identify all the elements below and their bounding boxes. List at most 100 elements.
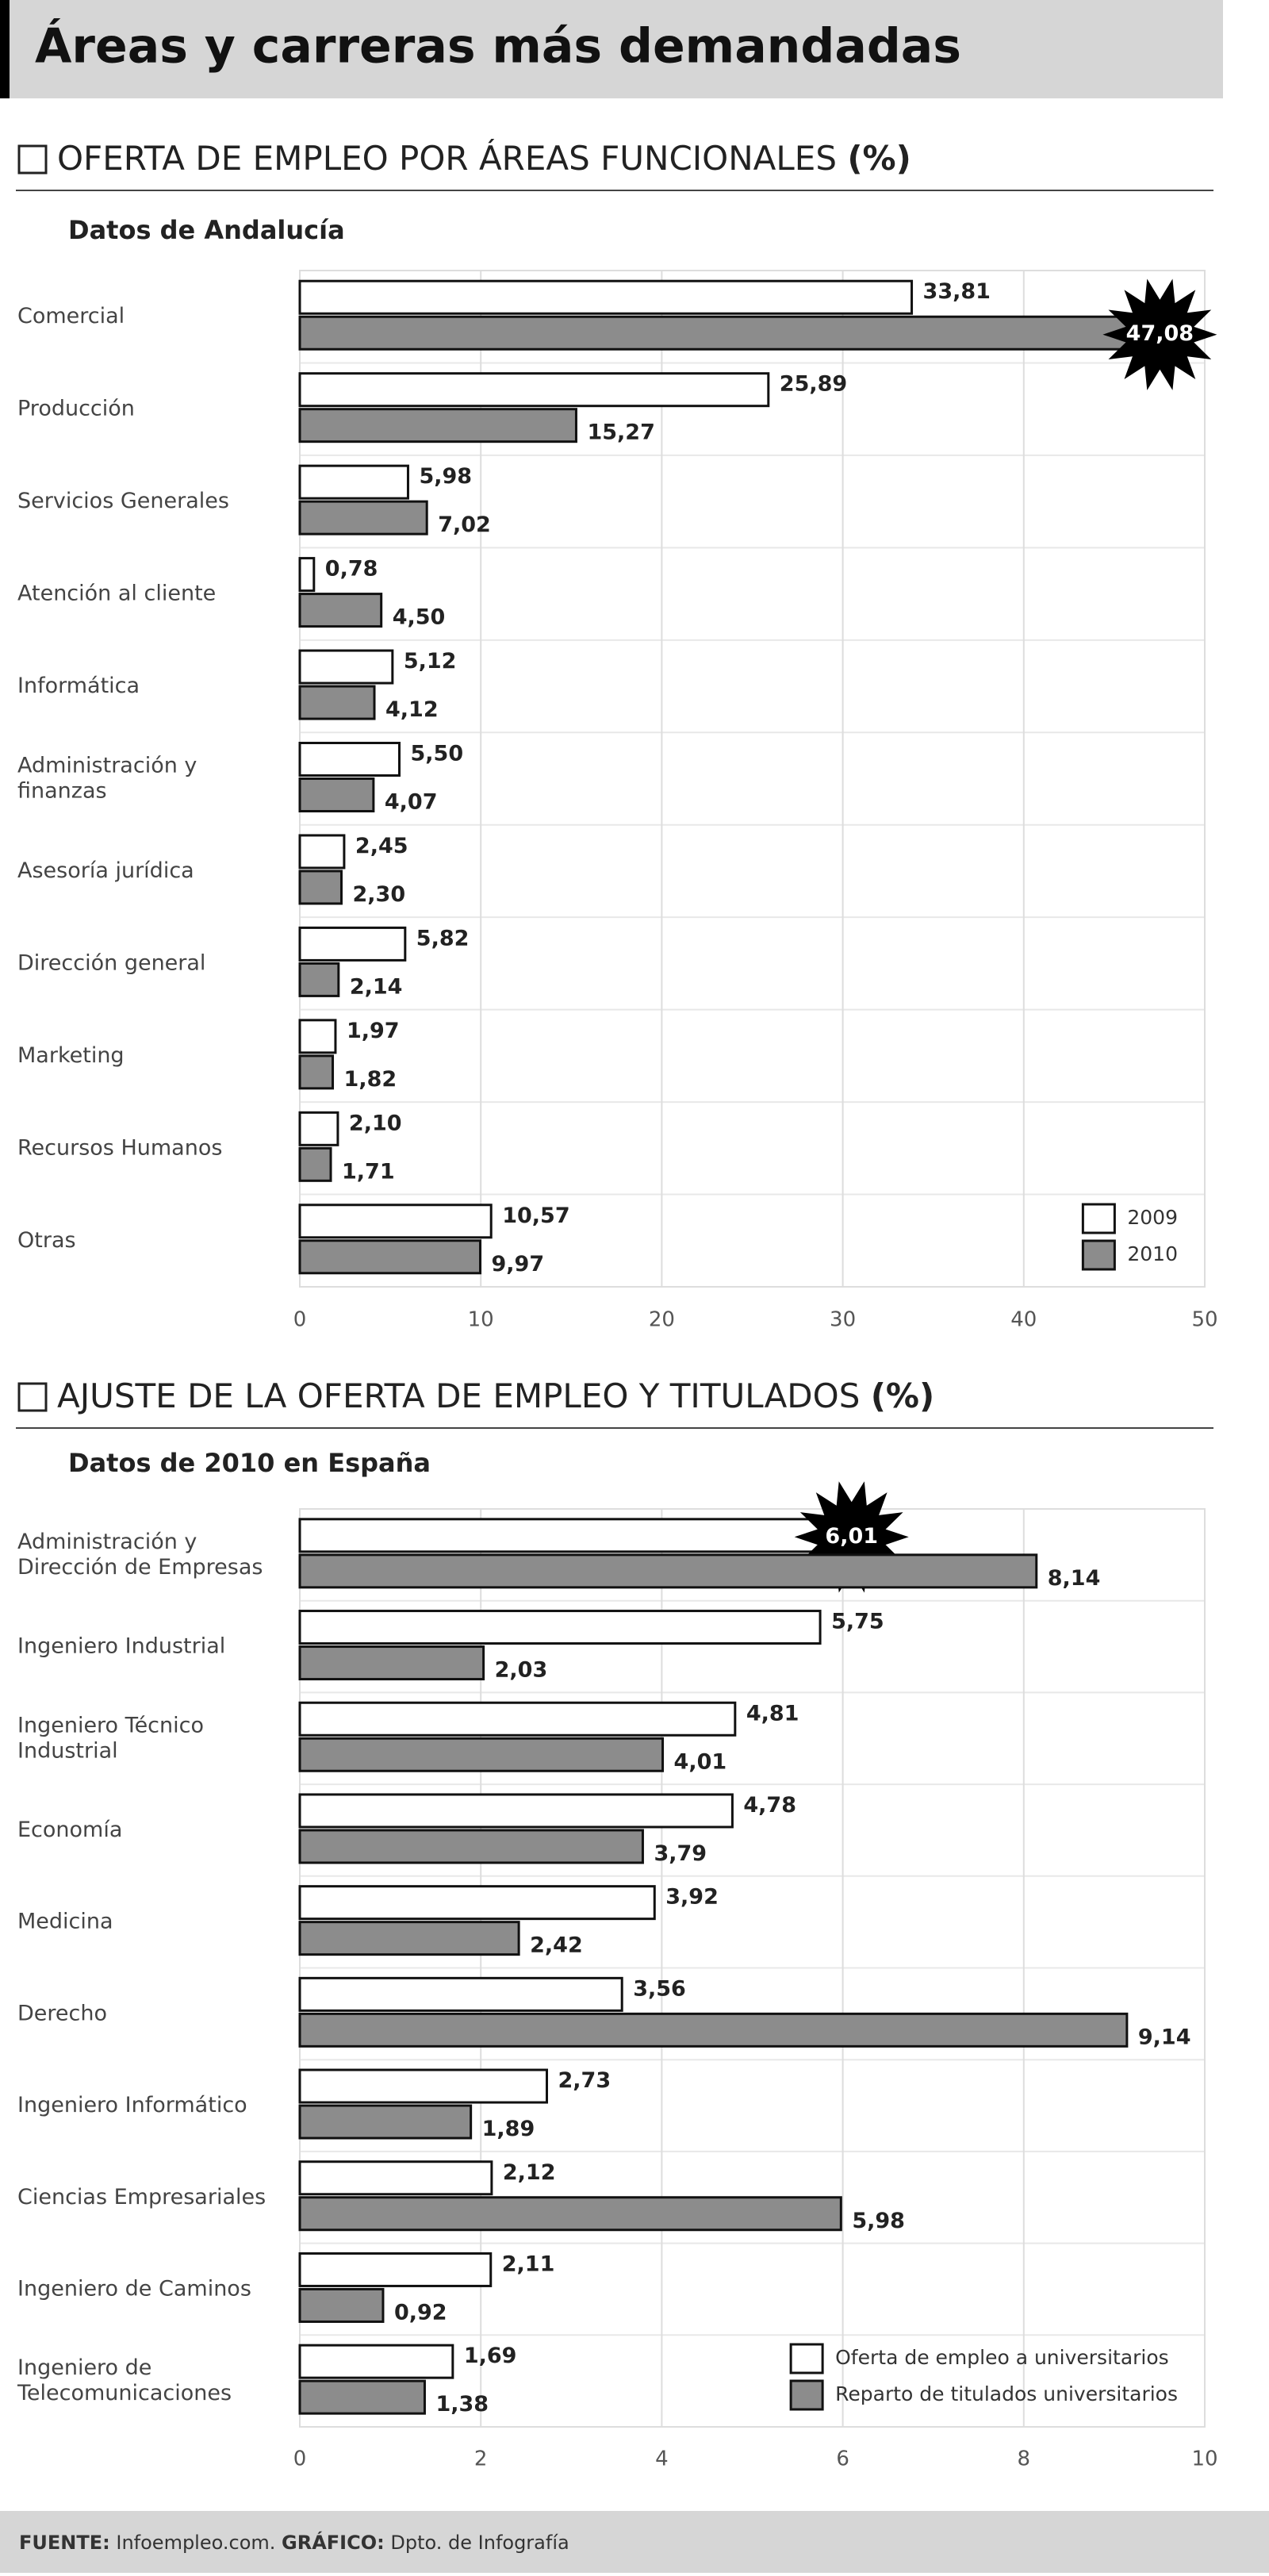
bar <box>298 2287 385 2323</box>
chart-unit: (%) <box>871 1376 934 1415</box>
bar <box>298 2104 473 2140</box>
value-label: 25,89 <box>780 372 847 397</box>
bar <box>298 2068 548 2104</box>
chart-subtitle: Datos de 2010 en España <box>68 1448 431 1478</box>
chart-title-text: AJUSTE DE LA OFERTA DE EMPLEO Y TITULADO… <box>57 1376 860 1415</box>
value-label: 2,11 <box>502 2252 555 2276</box>
value-label: 2,45 <box>355 834 408 858</box>
category-label: Otras <box>17 1227 76 1252</box>
category-label: Recursos Humanos <box>17 1135 222 1160</box>
bar <box>298 1701 737 1737</box>
value-label: 4,01 <box>674 1749 727 1774</box>
value-label: 15,27 <box>587 420 654 445</box>
bar <box>298 464 409 500</box>
category-label: Ingeniero Técnico Industrial <box>17 1713 211 1763</box>
x-tick-label: 8 <box>1018 2447 1031 2471</box>
highlight-burst <box>1102 278 1217 390</box>
value-label: 47,08 <box>1126 321 1194 346</box>
category-label: Atención al cliente <box>17 581 216 605</box>
value-label: 2,12 <box>503 2160 556 2185</box>
bar <box>298 2344 454 2379</box>
value-label: 4,81 <box>746 1701 799 1726</box>
category-label: Marketing <box>17 1042 125 1067</box>
value-label: 5,12 <box>404 649 457 674</box>
bar <box>298 2160 493 2196</box>
bar <box>298 279 914 315</box>
footer-text: Infoempleo.com. <box>116 2532 275 2554</box>
footer: FUENTE: Infoempleo.com. GRÁFICO: Dpto. d… <box>19 2531 569 2554</box>
value-label: 1,82 <box>344 1067 397 1092</box>
bar <box>298 1829 644 1864</box>
bar <box>298 2252 493 2287</box>
chart-title: AJUSTE DE LA OFERTA DE EMPLEO Y TITULADO… <box>57 1376 934 1415</box>
value-label: 1,97 <box>347 1019 400 1043</box>
footer-label: GRÁFICO: <box>282 2531 385 2554</box>
legend-label: Reparto de titulados universitarios <box>835 2382 1178 2405</box>
bar <box>298 1239 482 1275</box>
value-label: 10,57 <box>502 1204 569 1228</box>
bar <box>298 1518 845 1553</box>
value-label: 4,07 <box>385 790 438 815</box>
category-label: Servicios Generales <box>17 489 229 513</box>
value-label: 2,10 <box>349 1111 402 1135</box>
value-label: 1,89 <box>482 2117 535 2141</box>
footer-label: FUENTE: <box>19 2532 110 2554</box>
category-label: Ingeniero de Caminos <box>17 2276 251 2301</box>
bar <box>298 870 343 905</box>
legend: 2009 2010 <box>1081 1203 1178 1271</box>
category-label: Derecho <box>17 2001 107 2025</box>
x-tick-label: 6 <box>836 2447 849 2471</box>
value-label: 3,79 <box>654 1841 707 1866</box>
value-label: 9,97 <box>492 1252 545 1276</box>
value-label: 5,50 <box>411 742 464 766</box>
bar <box>298 1921 520 1956</box>
bar <box>298 685 376 720</box>
bar <box>298 1111 339 1146</box>
value-label: 2,42 <box>530 1933 583 1958</box>
bar <box>298 2379 426 2415</box>
legend-swatch <box>1081 1203 1116 1234</box>
x-tick-label: 50 <box>1191 1308 1217 1332</box>
category-label: Administración y Dirección de Empresas <box>17 1529 263 1579</box>
x-tick-label: 10 <box>1191 2447 1217 2471</box>
value-label: 1,69 <box>464 2344 517 2368</box>
chart-unit: (%) <box>847 139 911 178</box>
bar <box>298 1553 1038 1589</box>
value-label: 0,78 <box>325 557 378 582</box>
bar <box>298 372 770 408</box>
bar <box>298 1610 822 1645</box>
value-label: 2,14 <box>350 974 403 999</box>
bar <box>298 1737 665 1772</box>
value-label: 5,98 <box>852 2209 905 2233</box>
category-label: Medicina <box>17 1909 113 1933</box>
value-label: 5,98 <box>419 464 472 489</box>
value-label: 4,50 <box>393 605 446 630</box>
bar <box>298 834 346 870</box>
bar <box>298 1976 623 2012</box>
bar <box>298 408 577 443</box>
footer-band <box>0 2511 1269 2573</box>
value-label: 3,56 <box>633 1976 686 2001</box>
legend: Oferta de empleo a universitarios Reparto… <box>789 2343 1178 2411</box>
bar <box>298 1793 734 1829</box>
section-box <box>17 1382 48 1412</box>
footer-text: Dpto. de Infografía <box>390 2532 569 2554</box>
category-label: Ciencias Empresariales <box>17 2184 266 2209</box>
bar <box>298 315 1153 351</box>
chart-title-text: OFERTA DE EMPLEO POR ÁREAS FUNCIONALES <box>57 138 837 178</box>
value-label: 2,73 <box>558 2068 611 2093</box>
x-tick-label: 40 <box>1010 1308 1037 1332</box>
category-label: Economía <box>17 1817 122 1841</box>
value-label: 5,75 <box>831 1610 884 1634</box>
value-label: 9,14 <box>1138 2025 1191 2049</box>
header-band <box>0 0 1223 98</box>
section-box <box>17 144 48 175</box>
bar <box>298 2196 842 2232</box>
bar <box>298 777 375 812</box>
x-tick-label: 2 <box>474 2447 488 2471</box>
value-label: 5,82 <box>416 926 470 950</box>
page-title: Áreas y carreras más demandadas <box>35 18 961 75</box>
x-tick-label: 30 <box>830 1308 856 1332</box>
legend-label: 2009 <box>1127 1206 1178 1229</box>
legend-swatch <box>789 2379 824 2411</box>
